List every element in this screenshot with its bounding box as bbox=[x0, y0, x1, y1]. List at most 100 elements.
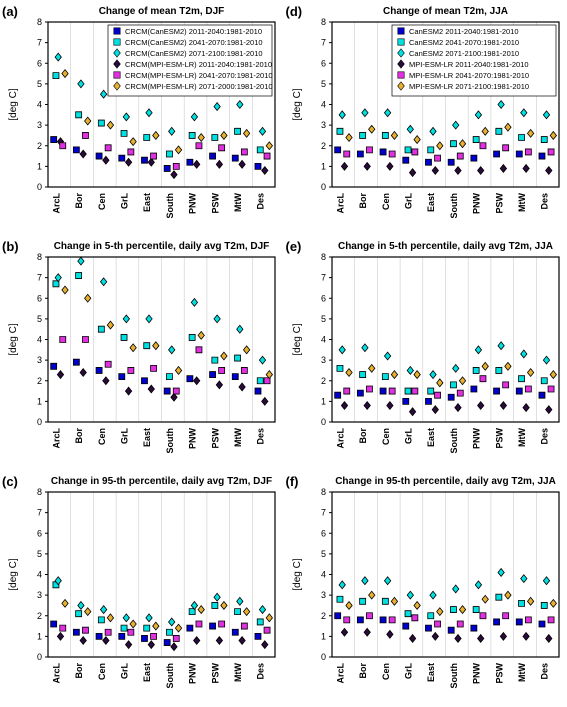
x-category-label: ArcL bbox=[335, 193, 345, 214]
data-marker bbox=[128, 367, 134, 373]
ytick-label: 8 bbox=[320, 487, 325, 497]
data-marker bbox=[336, 596, 342, 602]
y-axis-label: [deg C] bbox=[8, 88, 19, 120]
data-marker bbox=[493, 388, 499, 394]
data-marker bbox=[541, 602, 547, 608]
data-marker bbox=[264, 627, 270, 633]
data-marker bbox=[187, 625, 193, 631]
data-marker bbox=[121, 625, 127, 631]
ytick-label: 1 bbox=[320, 631, 325, 641]
ytick-label: 3 bbox=[320, 590, 325, 600]
data-marker bbox=[448, 159, 454, 165]
data-marker bbox=[541, 378, 547, 384]
data-marker bbox=[538, 392, 544, 398]
ytick-label: 5 bbox=[320, 549, 325, 559]
data-marker bbox=[402, 623, 408, 629]
y-axis-label: [deg C] bbox=[292, 88, 303, 120]
x-category-label: Cen bbox=[380, 428, 390, 445]
data-marker bbox=[257, 619, 263, 625]
data-marker bbox=[257, 378, 263, 384]
data-marker bbox=[425, 159, 431, 165]
x-category-label: PSW bbox=[210, 663, 220, 684]
panel-title: Change in 95-th percentile, daily avg T2… bbox=[335, 476, 556, 487]
data-marker bbox=[212, 602, 218, 608]
x-category-label: PNW bbox=[471, 427, 481, 449]
data-marker bbox=[51, 137, 57, 143]
data-marker bbox=[264, 153, 270, 159]
x-category-label: ArcL bbox=[335, 663, 345, 684]
data-marker bbox=[502, 145, 508, 151]
data-marker bbox=[427, 613, 433, 619]
data-marker bbox=[212, 357, 218, 363]
y-axis-label: [deg C] bbox=[292, 558, 303, 590]
ytick-label: 7 bbox=[320, 508, 325, 518]
ytick-label: 2 bbox=[320, 611, 325, 621]
x-category-label: Des bbox=[256, 193, 266, 210]
data-marker bbox=[359, 372, 365, 378]
data-marker bbox=[235, 609, 241, 615]
data-marker bbox=[210, 623, 216, 629]
ytick-label: 5 bbox=[320, 79, 325, 89]
data-marker bbox=[495, 594, 501, 600]
data-marker bbox=[525, 617, 531, 623]
data-marker bbox=[144, 135, 150, 141]
ytick-label: 0 bbox=[320, 182, 325, 192]
data-marker bbox=[450, 382, 456, 388]
data-marker bbox=[479, 143, 485, 149]
x-category-label: South bbox=[448, 663, 458, 689]
data-marker bbox=[196, 143, 202, 149]
x-category-label: PNW bbox=[188, 427, 198, 449]
data-marker bbox=[470, 386, 476, 392]
ytick-label: 7 bbox=[37, 38, 42, 48]
x-category-label: ArcL bbox=[335, 428, 345, 449]
legend-marker bbox=[397, 28, 403, 34]
legend-label: MPI-ESM-LR 2071-2100:1981-2010 bbox=[409, 82, 529, 91]
legend-label: CRCM(CanESM2) 2071-2100:1981-2010 bbox=[125, 49, 263, 58]
data-marker bbox=[173, 635, 179, 641]
data-marker bbox=[241, 623, 247, 629]
data-marker bbox=[427, 147, 433, 153]
data-marker bbox=[255, 633, 261, 639]
x-category-label: PSW bbox=[210, 428, 220, 449]
x-category-label: PNW bbox=[471, 662, 481, 684]
data-marker bbox=[235, 355, 241, 361]
ytick-label: 5 bbox=[320, 314, 325, 324]
data-marker bbox=[144, 625, 150, 631]
data-marker bbox=[382, 598, 388, 604]
ytick-label: 6 bbox=[37, 528, 42, 538]
data-marker bbox=[525, 149, 531, 155]
data-marker bbox=[479, 613, 485, 619]
legend-label: CanESM2 2041-2070:1981-2010 bbox=[409, 38, 519, 47]
data-marker bbox=[516, 388, 522, 394]
x-category-label: East bbox=[426, 428, 436, 447]
data-marker bbox=[334, 392, 340, 398]
data-marker bbox=[144, 343, 150, 349]
legend-label: CRCM(CanESM2) 2011-2040:1981-2010 bbox=[125, 27, 262, 36]
data-marker bbox=[210, 372, 216, 378]
data-marker bbox=[128, 149, 134, 155]
data-marker bbox=[389, 617, 395, 623]
data-marker bbox=[427, 388, 433, 394]
x-category-label: GrL bbox=[119, 428, 129, 445]
legend-label: CanESM2 2071-2100:1981-2010 bbox=[409, 49, 519, 58]
x-category-label: Cen bbox=[97, 193, 107, 210]
panel-title: Change of mean T2m, JJA bbox=[382, 6, 507, 17]
data-marker bbox=[411, 615, 417, 621]
data-marker bbox=[141, 157, 147, 163]
panel-letter: (e) bbox=[286, 239, 302, 254]
data-marker bbox=[405, 388, 411, 394]
ytick-label: 4 bbox=[37, 100, 42, 110]
data-marker bbox=[411, 149, 417, 155]
data-marker bbox=[257, 147, 263, 153]
data-marker bbox=[382, 374, 388, 380]
data-marker bbox=[389, 151, 395, 157]
data-marker bbox=[51, 621, 57, 627]
ytick-label: 1 bbox=[37, 396, 42, 406]
data-marker bbox=[493, 619, 499, 625]
x-category-label: PSW bbox=[494, 193, 504, 214]
ytick-label: 4 bbox=[320, 100, 325, 110]
data-marker bbox=[241, 367, 247, 373]
x-category-label: PSW bbox=[494, 428, 504, 449]
legend-label: MPI-ESM-LR 2011-2040:1981-2010 bbox=[409, 60, 529, 69]
data-marker bbox=[121, 130, 127, 136]
